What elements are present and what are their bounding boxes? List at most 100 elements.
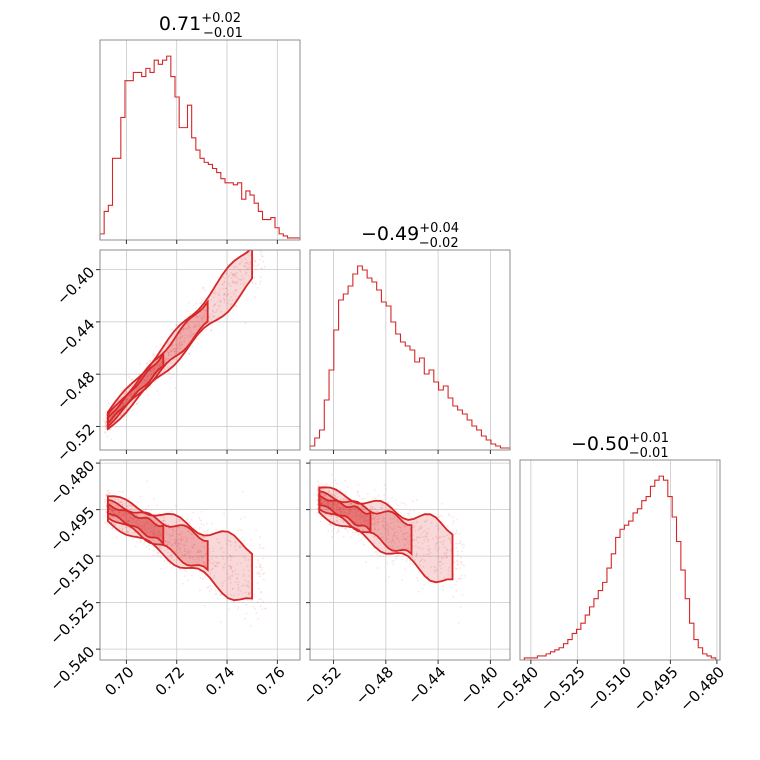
- scatter-point: [176, 545, 179, 548]
- scatter-point: [138, 523, 141, 525]
- scatter-point: [247, 593, 250, 596]
- scatter-point: [231, 273, 234, 276]
- scatter-point: [177, 544, 180, 547]
- scatter-point: [195, 314, 198, 317]
- scatter-point: [142, 525, 145, 527]
- scatter-point: [219, 621, 222, 624]
- scatter-point: [419, 564, 421, 567]
- scatter-point: [433, 571, 436, 574]
- scatter-point: [223, 512, 226, 515]
- scatter-point: [108, 506, 111, 509]
- scatter-point: [350, 502, 353, 505]
- scatter-point: [357, 483, 360, 486]
- scatter-point: [199, 554, 202, 557]
- scatter-point: [331, 506, 334, 509]
- scatter-point: [133, 521, 135, 524]
- scatter-point: [342, 498, 345, 501]
- scatter-point: [189, 312, 192, 315]
- scatter-point: [238, 278, 241, 281]
- scatter-point: [226, 294, 229, 296]
- scatter-point: [128, 519, 130, 522]
- scatter-point: [232, 570, 235, 573]
- scatter-point: [386, 528, 389, 531]
- scatter-point: [387, 530, 389, 533]
- scatter-point: [182, 328, 185, 331]
- scatter-point: [260, 267, 263, 270]
- scatter-point: [376, 551, 378, 553]
- scatter-point: [111, 515, 114, 518]
- scatter-point: [446, 549, 449, 552]
- scatter-point: [128, 519, 131, 522]
- scatter-point: [393, 541, 396, 544]
- scatter-point: [324, 507, 327, 510]
- scatter-point: [460, 550, 463, 553]
- scatter-point: [440, 560, 442, 563]
- scatter-point: [403, 532, 406, 535]
- scatter-point: [170, 349, 173, 352]
- scatter-point: [395, 507, 398, 510]
- scatter-point: [183, 575, 186, 578]
- scatter-point: [106, 435, 109, 438]
- scatter-point: [132, 392, 135, 395]
- scatter-point: [139, 363, 141, 366]
- scatter-point: [364, 561, 367, 564]
- scatter-point: [359, 515, 362, 517]
- scatter-point: [344, 479, 347, 482]
- scatter-point: [170, 534, 173, 537]
- scatter-point: [111, 508, 113, 510]
- scatter-point: [354, 513, 357, 515]
- scatter-point: [253, 593, 255, 596]
- scatter-point: [376, 529, 379, 532]
- scatter-point: [184, 333, 187, 336]
- scatter-point: [112, 517, 115, 519]
- scatter-point: [373, 488, 376, 491]
- scatter-point: [405, 525, 407, 527]
- scatter-point: [209, 573, 212, 575]
- scatter-point: [421, 526, 423, 529]
- scatter-point: [106, 493, 108, 496]
- scatter-point: [145, 508, 147, 511]
- scatter-point: [184, 553, 187, 556]
- scatter-point: [408, 539, 411, 542]
- scatter-point: [243, 515, 246, 518]
- scatter-point: [258, 283, 261, 285]
- scatter-point: [262, 247, 264, 249]
- scatter-point: [380, 533, 383, 535]
- scatter-point: [250, 237, 252, 239]
- scatter-point: [257, 587, 260, 590]
- scatter-point: [105, 415, 108, 417]
- scatter-point: [377, 567, 379, 569]
- scatter-point: [214, 565, 216, 568]
- scatter-point: [135, 523, 138, 526]
- scatter-point: [171, 544, 174, 547]
- scatter-point: [209, 570, 212, 572]
- scatter-point: [213, 303, 216, 306]
- scatter-point: [184, 543, 187, 546]
- scatter-point: [437, 528, 440, 531]
- scatter-point: [346, 512, 348, 514]
- scatter-point: [204, 546, 206, 549]
- scatter-point: [373, 551, 376, 553]
- scatter-point: [127, 512, 129, 515]
- scatter-point: [164, 540, 167, 543]
- scatter-point: [387, 523, 389, 526]
- pair-frame-21: [309, 459, 511, 661]
- title-median-2: −0.50: [571, 433, 629, 455]
- scatter-point: [187, 561, 190, 564]
- scatter-point: [358, 518, 361, 521]
- scatter-point: [111, 501, 114, 504]
- scatter-point: [323, 494, 325, 496]
- scatter-point: [320, 498, 322, 501]
- scatter-point: [316, 503, 319, 506]
- scatter-point: [215, 556, 218, 558]
- scatter-point: [430, 521, 433, 524]
- scatter-point: [211, 310, 214, 312]
- hist-frame-1: [309, 249, 511, 451]
- scatter-point: [199, 527, 201, 529]
- scatter-point: [453, 561, 456, 564]
- scatter-point: [191, 546, 194, 549]
- scatter-point: [171, 335, 174, 337]
- scatter-point: [337, 496, 339, 498]
- scatter-point: [349, 509, 352, 511]
